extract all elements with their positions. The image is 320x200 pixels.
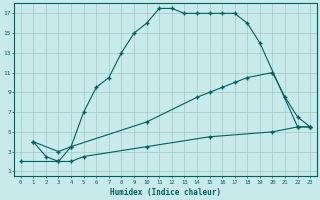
X-axis label: Humidex (Indice chaleur): Humidex (Indice chaleur) <box>110 188 221 197</box>
